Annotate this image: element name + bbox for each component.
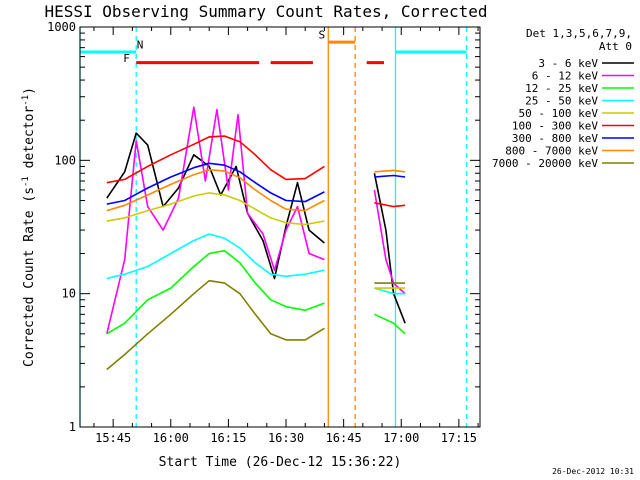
legend-header-line2: Att 0	[599, 40, 632, 53]
series-line-0-1	[373, 173, 406, 324]
series-line-2-1	[374, 313, 406, 335]
plot-frame	[79, 26, 481, 428]
y-axis-ticks: 1 10 100 1000	[47, 20, 480, 434]
y-tick-label-0: 1	[69, 420, 76, 434]
y-tick-label-1: 10	[62, 287, 76, 301]
y-axis-label-sup1: -1	[21, 176, 31, 187]
x-tick-label-3: 16:30	[268, 431, 304, 445]
legend-label-5: 100 - 300 keV	[512, 120, 598, 133]
series-line-6-1	[374, 174, 406, 178]
y-axis-label-main: Corrected Count Rate (s	[22, 187, 37, 367]
flag-label-s: S	[319, 28, 326, 41]
series-line-6-0	[106, 162, 325, 205]
legend-label-0: 3 - 6 keV	[538, 57, 598, 70]
series-line-4-0	[106, 192, 325, 226]
series-line-2-0	[106, 249, 325, 335]
x-axis-label: Start Time (26-Dec-12 15:36:22)	[159, 455, 402, 470]
x-tick-label-5: 17:00	[383, 431, 419, 445]
series-line-5-1	[374, 202, 406, 208]
y-axis-label-sup2: -1	[21, 95, 31, 106]
chart-title: HESSI Observing Summary Count Rates, Cor…	[44, 2, 487, 21]
x-tick-label-6: 17:15	[441, 431, 477, 445]
y-axis-label-mid: detector	[22, 106, 37, 177]
y-axis-label: Corrected Count Rate (s-1 detector-1)	[21, 87, 37, 367]
x-tick-label-0: 15:45	[95, 431, 131, 445]
flag-bars: NF S	[80, 28, 467, 65]
legend-label-3: 25 - 50 keV	[525, 95, 598, 108]
x-tick-label-4: 16:45	[326, 431, 362, 445]
flag-label-n: N	[137, 38, 144, 51]
legend-label-1: 6 - 12 keV	[532, 70, 599, 83]
legend-label-8: 7000 - 20000 keV	[492, 157, 598, 170]
legend-label-7: 800 - 7000 keV	[505, 145, 598, 158]
flag-label-f: F	[123, 52, 130, 65]
legend-label-6: 300 - 800 keV	[512, 132, 598, 145]
y-tick-label-3: 1000	[47, 20, 76, 34]
x-axis-ticks: 15:45 16:00 16:15 16:30 16:45 17:00 17:15	[93, 27, 479, 445]
series-line-3-1	[374, 287, 406, 295]
legend-header-line1: Det 1,3,5,6,7,9,	[526, 27, 632, 40]
series-line-5-0	[106, 135, 325, 184]
series-line-3-0	[106, 233, 325, 280]
y-tick-label-2: 100	[54, 153, 76, 167]
legend-label-2: 12 - 25 keV	[525, 82, 598, 95]
y-axis-label-end: )	[22, 87, 37, 95]
legend-label-4: 50 - 100 keV	[519, 107, 599, 120]
x-tick-label-2: 16:15	[210, 431, 246, 445]
series-line-7-0	[106, 168, 325, 212]
x-tick-label-1: 16:00	[153, 431, 189, 445]
series-lines	[106, 106, 406, 371]
series-line-8-0	[106, 279, 325, 371]
footer-date: 26-Dec-2012 10:31	[552, 467, 634, 476]
series-line-7-1	[374, 169, 406, 173]
